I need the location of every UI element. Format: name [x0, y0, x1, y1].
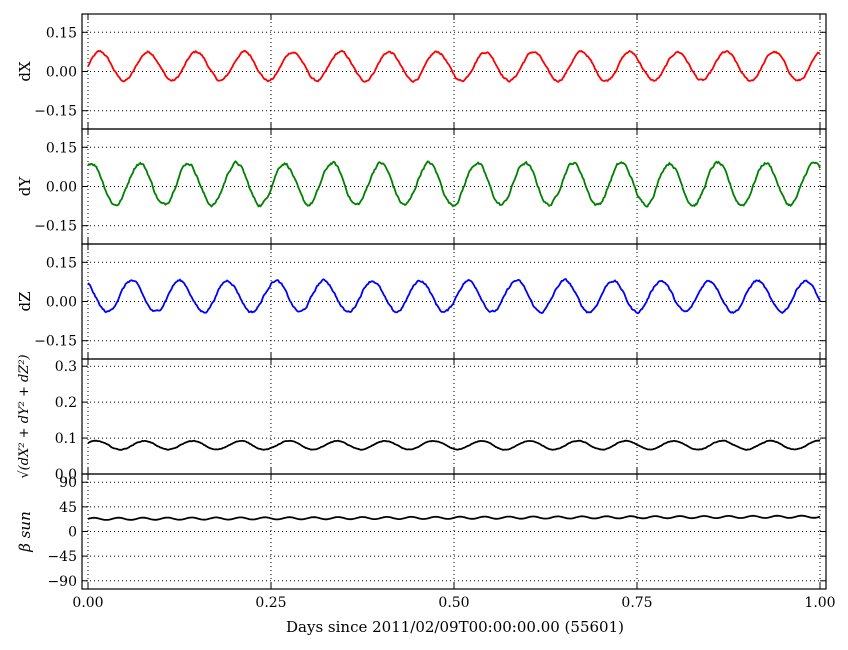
y-tick-label: 45: [59, 500, 77, 516]
y-tick-label: 0.15: [46, 255, 77, 271]
y-tick-label: 0.1: [55, 431, 77, 447]
y-tick-label: 0.00: [46, 180, 77, 196]
panels: 0.150.00−0.15dX0.150.00−0.15dY0.150.00−0…: [16, 13, 836, 611]
y-tick-label: −0.15: [34, 104, 77, 120]
y-tick-label: 0: [68, 525, 77, 541]
y-axis-label: dZ: [16, 291, 34, 311]
panel-beta_sun: 90 45 0 −45 −90 β sun: [16, 473, 827, 590]
y-tick-label: 0.15: [46, 140, 77, 156]
series-line-dY: [87, 160, 821, 208]
y-tick-label: −0.15: [34, 334, 77, 350]
y-tick-label: 90: [59, 475, 77, 491]
x-tick-label: 0.75: [621, 595, 652, 611]
y-tick-label: 0.00: [46, 295, 77, 311]
y-tick-label: 0.3: [55, 359, 77, 375]
series-line-magnitude: [87, 439, 821, 451]
plot-frame: [81, 358, 827, 475]
y-tick-label: −45: [47, 549, 77, 565]
y-tick-label: 0.00: [46, 65, 77, 81]
y-axis-label: dY: [16, 176, 34, 197]
panel-dY: 0.15 0.00 −0.15 dY: [16, 128, 827, 245]
y-tick-label: 0.0: [55, 467, 77, 483]
series-line-dZ: [87, 278, 821, 315]
y-tick-label: 0.2: [55, 395, 77, 411]
y-tick-label: −0.15: [34, 219, 77, 235]
y-axis-label: β sun: [16, 511, 34, 552]
x-axis-label: Days since 2011/02/09T00:00:00.00 (55601…: [286, 618, 624, 636]
y-tick-label: 0.15: [46, 25, 77, 41]
panel-dZ: 0.15 0.00 −0.15 dZ: [16, 243, 827, 360]
series-line-dX: [87, 49, 821, 83]
panel-magnitude: 0.3 0.2 0.1 0.0 √(dX² + dY² + dZ²): [17, 354, 827, 483]
series-line-beta_sun: [87, 514, 821, 521]
x-tick-label: 0.50: [438, 595, 469, 611]
x-tick-label: 1.00: [804, 595, 835, 611]
panel-dX: 0.15 0.00 −0.15 dX: [16, 13, 827, 130]
y-axis-label: dX: [16, 61, 34, 82]
x-tick-label: 0.00: [72, 595, 103, 611]
y-tick-label: −90: [47, 574, 77, 590]
y-axis-label: √(dX² + dY² + dZ²): [17, 354, 32, 478]
x-tick-label: 0.25: [255, 595, 286, 611]
